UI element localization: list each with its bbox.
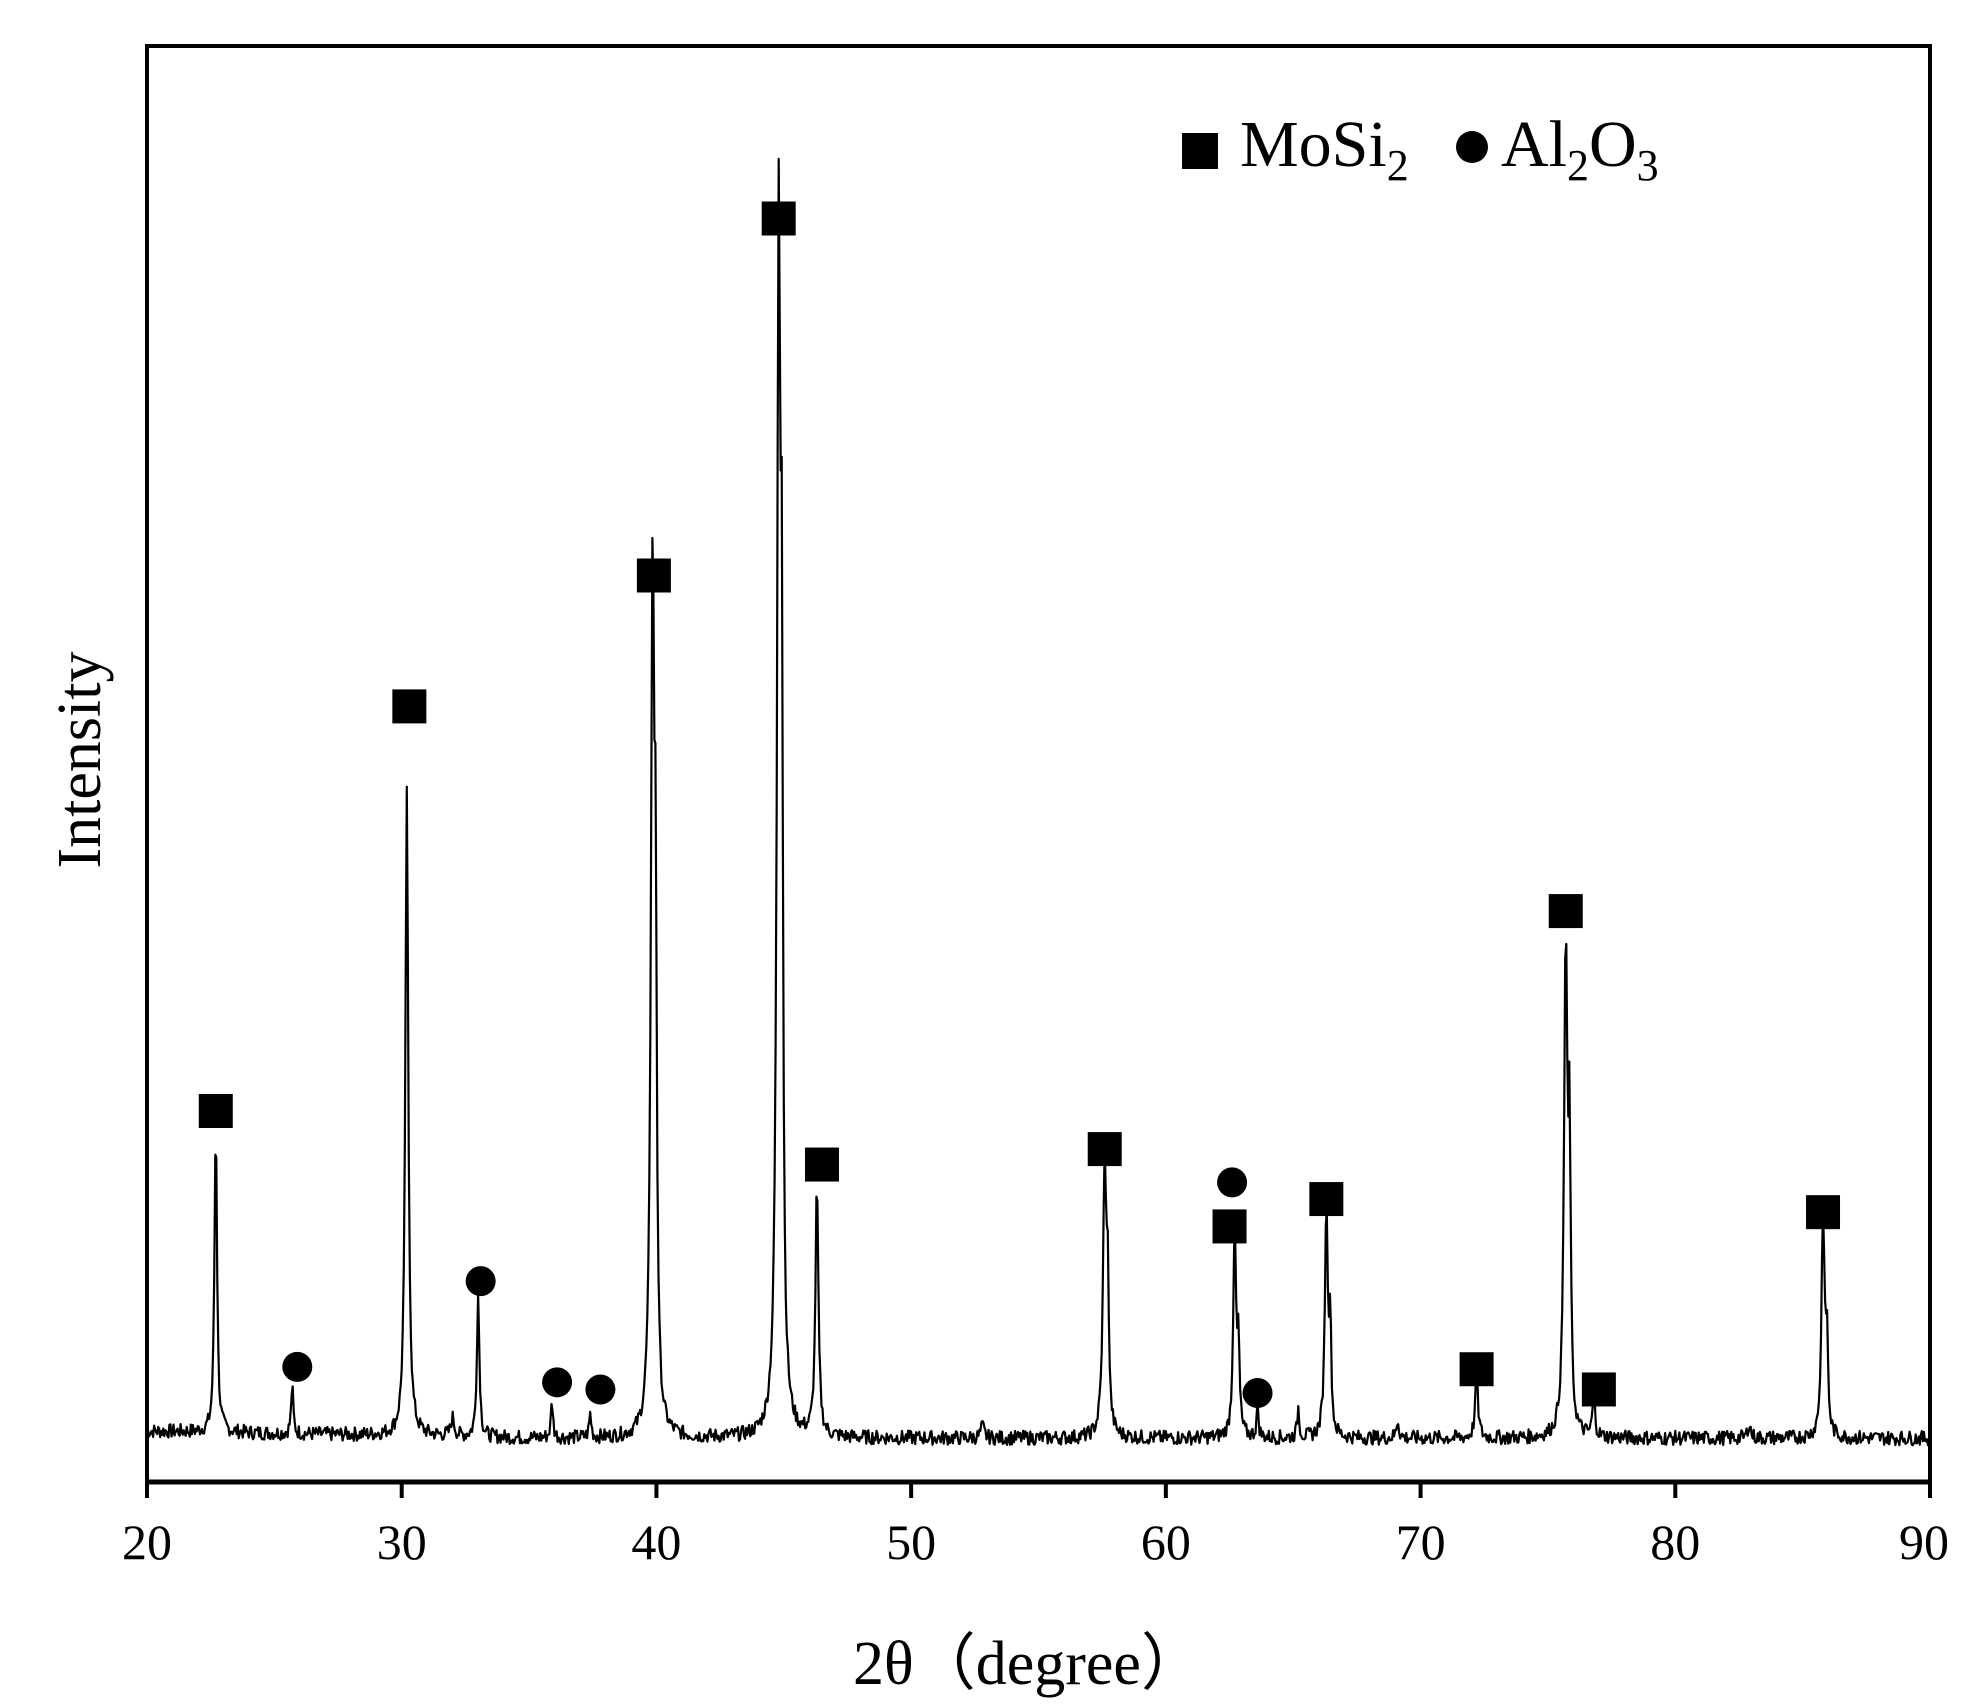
legend-circle-marker — [1456, 131, 1488, 163]
mosi2-peak-marker — [1806, 1195, 1841, 1230]
al2o3-peak-marker — [542, 1367, 573, 1398]
mosi2-peak-marker — [1581, 1372, 1616, 1407]
y-axis-title: Intensity — [46, 652, 114, 869]
mosi2-peak-marker — [1309, 1182, 1344, 1217]
x-tick-label-30: 30 — [377, 1514, 427, 1570]
x-tick-label-40: 40 — [631, 1514, 681, 1570]
al2o3-peak-marker — [282, 1351, 313, 1382]
al2o3-peak-marker — [1217, 1167, 1248, 1198]
x-ticks — [145, 1482, 1932, 1498]
x-tick-label-60: 60 — [1141, 1514, 1191, 1570]
mosi2-peak-marker — [1087, 1132, 1122, 1167]
x-axis-title: 2θ（degree） — [853, 1630, 1203, 1698]
mosi2-peak-marker — [198, 1094, 233, 1128]
al2o3-peak-marker — [585, 1374, 616, 1405]
plot-frame — [145, 44, 1932, 1484]
legend-square-marker — [1182, 133, 1218, 169]
x-tick-label-80: 80 — [1650, 1514, 1700, 1570]
legend: MoSi2 Al2O3 — [1182, 108, 1659, 190]
al2o3-peak-marker — [1242, 1378, 1273, 1409]
mosi2-peak-marker — [392, 689, 427, 724]
legend-item-al2o3: Al2O3 — [1501, 108, 1659, 190]
legend-item-mosi2: MoSi2 — [1240, 108, 1409, 190]
peak-markers — [198, 201, 1841, 1409]
mosi2-peak-marker — [804, 1147, 839, 1182]
mosi2-peak-marker — [1212, 1209, 1247, 1244]
mosi2-peak-marker — [636, 558, 671, 593]
mosi2-peak-marker — [1548, 894, 1583, 929]
x-tick-label-90: 90 — [1899, 1514, 1949, 1570]
series-line — [146, 157, 1931, 1447]
mosi2-peak-marker — [761, 201, 796, 236]
mosi2-peak-marker — [1459, 1352, 1494, 1387]
x-tick-labels: 20 30 40 50 60 70 80 90 — [122, 1514, 1949, 1570]
x-tick-label-20: 20 — [122, 1514, 172, 1570]
x-tick-label-50: 50 — [886, 1514, 936, 1570]
x-tick-label-70: 70 — [1396, 1514, 1446, 1570]
al2o3-peak-marker — [465, 1266, 496, 1297]
